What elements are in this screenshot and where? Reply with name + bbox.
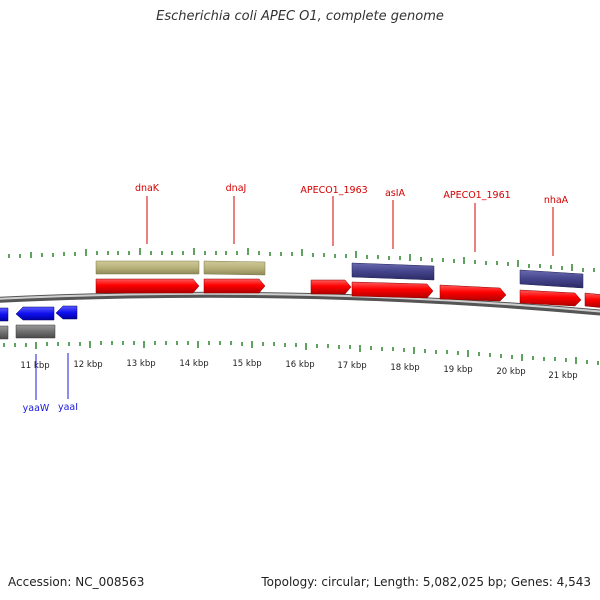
gene-label-dnaK[interactable]: dnaK bbox=[135, 183, 160, 194]
gene-track-forward bbox=[95, 260, 266, 276]
cds-arrow-offscreen[interactable] bbox=[584, 292, 600, 308]
scale-label-15kbp: 15 kbp bbox=[232, 359, 261, 369]
genome-backbone-highlight bbox=[0, 292, 600, 313]
outer-tick-marks bbox=[8, 248, 595, 272]
cds-arrow-nhaA[interactable] bbox=[519, 289, 582, 307]
gene-label-nhaA[interactable]: nhaA bbox=[544, 195, 569, 206]
cds-track-forward bbox=[95, 278, 600, 308]
gene-label-yaaW[interactable]: yaaW bbox=[23, 403, 50, 414]
cds-arrow-dnaJ[interactable] bbox=[203, 278, 266, 294]
cds-arrow-APECO1_1963[interactable] bbox=[310, 279, 352, 295]
cds-arrow-offscreen-left[interactable] bbox=[0, 307, 9, 322]
cds-track-reverse bbox=[0, 305, 78, 322]
gene-track-reverse bbox=[0, 324, 56, 340]
gene-labels-forward: dnaK dnaJ APECO1_1963 asIA APECO1_1961 n… bbox=[135, 183, 569, 206]
label-leaders-forward bbox=[146, 196, 554, 256]
scale-label-18kbp: 18 kbp bbox=[390, 363, 419, 373]
gene-label-asIA[interactable]: asIA bbox=[385, 188, 406, 199]
accession-text: Accession: NC_008563 bbox=[8, 575, 145, 589]
gene-feature-dnaK[interactable] bbox=[95, 260, 200, 275]
cds-arrow-yaaW[interactable] bbox=[15, 306, 55, 321]
gene-label-APECO1_1963[interactable]: APECO1_1963 bbox=[300, 185, 367, 196]
scale-labels: 11 kbp 12 kbp 13 kbp 14 kbp 15 kbp 16 kb… bbox=[20, 359, 577, 381]
inner-tick-marks bbox=[3, 341, 599, 365]
scale-label-12kbp: 12 kbp bbox=[73, 360, 102, 370]
scale-label-21kbp: 21 kbp bbox=[548, 371, 577, 381]
gene-feature-offscreen-left[interactable] bbox=[0, 325, 9, 340]
cds-arrow-asIA[interactable] bbox=[351, 281, 434, 299]
genome-title: Escherichia coli APEC O1, complete genom… bbox=[156, 9, 444, 24]
gene-label-APECO1_1961[interactable]: APECO1_1961 bbox=[443, 190, 510, 201]
cds-arrow-yaaI[interactable] bbox=[55, 305, 78, 320]
cds-arrow-dnaK[interactable] bbox=[95, 278, 200, 294]
scale-label-14kbp: 14 kbp bbox=[179, 359, 208, 369]
scale-label-17kbp: 17 kbp bbox=[337, 361, 366, 371]
gene-label-yaaI[interactable]: yaaI bbox=[58, 402, 78, 413]
gene-feature-dnaJ[interactable] bbox=[203, 260, 266, 276]
gene-feature-yaaW[interactable] bbox=[15, 324, 56, 339]
scale-label-13kbp: 13 kbp bbox=[126, 359, 155, 369]
scale-label-16kbp: 16 kbp bbox=[285, 360, 314, 370]
cds-arrow-APECO1_1961[interactable] bbox=[439, 284, 507, 302]
label-leaders-reverse bbox=[35, 353, 69, 400]
scale-label-11kbp: 11 kbp bbox=[20, 361, 49, 371]
feature-nhaA[interactable] bbox=[519, 269, 584, 289]
gene-label-dnaJ[interactable]: dnaJ bbox=[226, 183, 247, 194]
gene-labels-reverse: yaaW yaaI bbox=[23, 402, 78, 414]
rna-track-forward bbox=[351, 262, 584, 289]
scale-label-20kbp: 20 kbp bbox=[496, 367, 525, 377]
feature-asIA[interactable] bbox=[351, 262, 435, 281]
genome-summary-text: Topology: circular; Length: 5,082,025 bp… bbox=[261, 575, 591, 589]
scale-label-19kbp: 19 kbp bbox=[443, 365, 472, 375]
genome-backbone bbox=[0, 291, 600, 316]
